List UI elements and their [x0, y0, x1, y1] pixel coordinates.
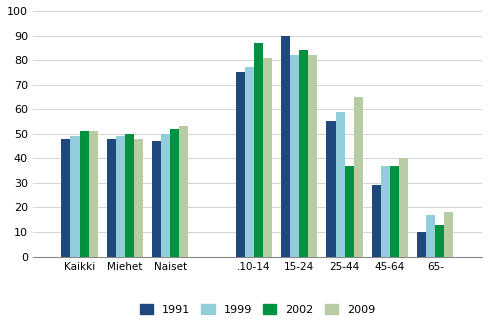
Bar: [289, 55, 299, 257]
Bar: [88, 131, 98, 257]
Bar: [389, 166, 398, 257]
Bar: [416, 232, 426, 257]
Bar: [61, 139, 70, 257]
Bar: [124, 134, 134, 257]
Bar: [116, 136, 124, 257]
Bar: [371, 185, 380, 257]
Bar: [326, 121, 335, 257]
Bar: [80, 131, 88, 257]
Bar: [170, 129, 179, 257]
Bar: [353, 97, 362, 257]
Bar: [134, 139, 142, 257]
Bar: [244, 67, 253, 257]
Bar: [235, 72, 244, 257]
Bar: [344, 166, 353, 257]
Bar: [281, 36, 289, 257]
Bar: [179, 126, 188, 257]
Bar: [308, 55, 317, 257]
Legend: 1991, 1999, 2002, 2009: 1991, 1999, 2002, 2009: [140, 305, 374, 315]
Bar: [152, 141, 161, 257]
Bar: [426, 215, 434, 257]
Bar: [263, 58, 271, 257]
Bar: [380, 166, 389, 257]
Bar: [161, 134, 170, 257]
Bar: [335, 112, 344, 257]
Bar: [70, 136, 80, 257]
Bar: [253, 43, 263, 257]
Bar: [398, 158, 407, 257]
Bar: [106, 139, 116, 257]
Bar: [434, 225, 444, 257]
Bar: [444, 213, 452, 257]
Bar: [299, 50, 308, 257]
